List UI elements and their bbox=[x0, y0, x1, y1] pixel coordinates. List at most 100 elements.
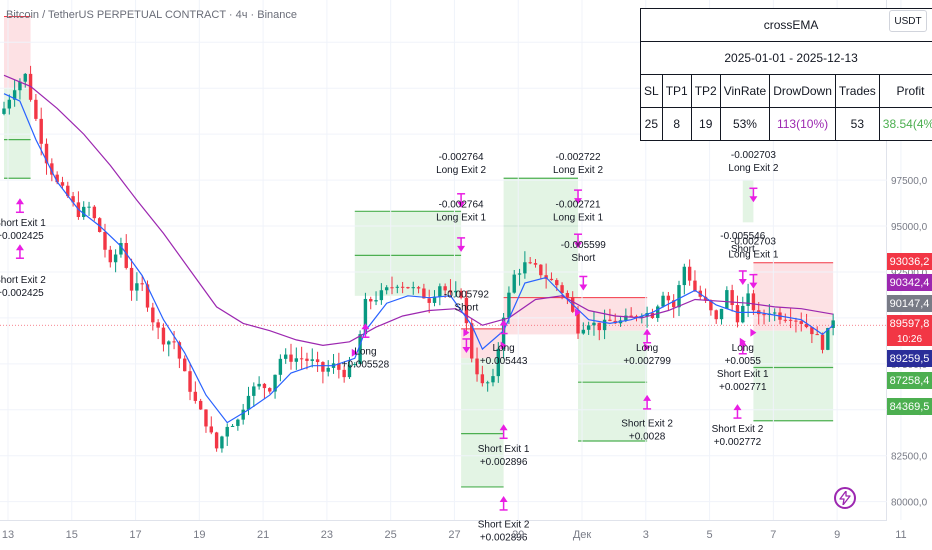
candle-body bbox=[390, 287, 394, 289]
candle-body bbox=[597, 322, 601, 331]
take-profit-zone bbox=[354, 211, 462, 296]
candle-body bbox=[183, 358, 187, 372]
candle-body bbox=[512, 274, 516, 293]
trade-marker: -0.005599 Short bbox=[561, 240, 606, 291]
strategy-period: 2025-01-01 - 2025-12-13 bbox=[639, 41, 932, 75]
entry-exit-ticks bbox=[351, 308, 757, 357]
candle-body bbox=[310, 359, 314, 361]
candle-body bbox=[804, 323, 809, 328]
candle-body bbox=[252, 386, 256, 396]
trade-marker: Long +0.0055 Short Exit 1 +0.002771 bbox=[717, 339, 769, 393]
trade-marker: Long +0.005443 bbox=[480, 319, 528, 367]
candle-body bbox=[475, 358, 479, 375]
candle-body bbox=[687, 266, 692, 281]
candle-body bbox=[746, 293, 750, 306]
candle-body bbox=[337, 363, 341, 370]
candle-body bbox=[353, 364, 357, 366]
trade-arrow-down-head bbox=[749, 282, 758, 289]
candle-body bbox=[523, 262, 527, 274]
stop-loss-zone bbox=[503, 297, 579, 335]
time-tick-label: 13 bbox=[2, 529, 14, 541]
candle-body bbox=[666, 295, 671, 301]
candle-body bbox=[145, 284, 150, 308]
candle-body bbox=[124, 242, 128, 268]
candle-body bbox=[443, 286, 447, 291]
time-axis[interactable]: 131517192123252729Дек357911131517 bbox=[2, 529, 932, 541]
trade-label: Short Exit 1 bbox=[717, 369, 769, 380]
trade-marker: Long +0.005528 bbox=[342, 323, 390, 371]
trade-label: +0.0055 bbox=[725, 356, 762, 367]
time-tick-label: 27 bbox=[448, 529, 460, 541]
candle-body bbox=[326, 367, 330, 372]
entry-tick-icon bbox=[463, 328, 470, 337]
time-tick-label: 23 bbox=[321, 529, 333, 541]
trade-arrow-up-head bbox=[15, 198, 24, 205]
candle-body bbox=[741, 305, 745, 323]
trade-marker: Short Exit 1 +0.002425 bbox=[0, 198, 46, 242]
candle-body bbox=[772, 312, 777, 314]
candle-body bbox=[629, 315, 633, 317]
price-tick-label: 95000,0 bbox=[891, 222, 928, 233]
alert-bolt-button[interactable] bbox=[834, 487, 856, 509]
candle-body bbox=[703, 296, 708, 301]
trade-arrow-down-head bbox=[574, 198, 583, 205]
trade-label: Short bbox=[571, 253, 595, 264]
candle-body bbox=[257, 383, 261, 387]
trade-label: -0.002703 bbox=[731, 150, 776, 161]
candle-body bbox=[677, 285, 681, 308]
candle-body bbox=[608, 319, 612, 321]
trade-marker: -0.002703 Long Exit 1 bbox=[728, 236, 779, 289]
candle-body bbox=[671, 300, 676, 308]
take-profit-zone bbox=[578, 330, 648, 441]
candle-body bbox=[432, 296, 437, 303]
candle-body bbox=[236, 419, 240, 426]
candle-body bbox=[273, 374, 277, 392]
trade-label: -0.002764 bbox=[439, 152, 484, 163]
currency-button[interactable]: USDT bbox=[889, 10, 927, 32]
trade-arrow-down-head bbox=[749, 196, 758, 203]
candle-body bbox=[55, 174, 59, 183]
candle-body bbox=[363, 298, 368, 335]
stats-value-tp2: 19 bbox=[690, 107, 721, 141]
trade-arrow-up-head bbox=[733, 404, 742, 411]
trade-marker: -0.002721 Long Exit 1 bbox=[553, 200, 603, 249]
trade-label: +0.002896 bbox=[480, 457, 528, 468]
trade-marker: -0.005792 Short bbox=[444, 290, 489, 353]
trade-label: Short bbox=[731, 244, 755, 255]
candle-body bbox=[321, 362, 325, 372]
trade-label: Long bbox=[492, 343, 514, 354]
candle-body bbox=[411, 287, 415, 289]
candle-body bbox=[576, 311, 580, 334]
candle-body bbox=[289, 354, 293, 362]
stats-name-row: crossEMA bbox=[639, 8, 932, 42]
entry-tick-icon bbox=[644, 343, 651, 352]
candle-body bbox=[794, 320, 798, 322]
candle-body bbox=[315, 359, 320, 363]
candle-body bbox=[262, 383, 267, 389]
candle-body bbox=[730, 290, 734, 306]
trade-arrow-down-head bbox=[462, 346, 471, 353]
chart-title[interactable]: Bitcoin / TetherUS PERPETUAL CONTRACT · … bbox=[6, 9, 298, 21]
candle-body bbox=[92, 206, 97, 219]
price-label: 90342,4 bbox=[887, 274, 932, 291]
trade-arrow-down-head bbox=[457, 201, 466, 208]
time-tick-label: 15 bbox=[66, 529, 78, 541]
time-tick-label: 3 bbox=[643, 529, 649, 541]
price-label: 87258,4 bbox=[887, 372, 932, 389]
candle-body bbox=[422, 288, 426, 299]
candle-body bbox=[172, 341, 176, 343]
stats-header-trades: Trades bbox=[834, 74, 880, 108]
stats-header-drowdown: DrowDown bbox=[769, 74, 836, 108]
candle-body bbox=[831, 320, 835, 328]
trade-label: Long Exit 1 bbox=[553, 213, 603, 224]
trade-label: Long bbox=[354, 347, 376, 358]
candle-body bbox=[395, 286, 400, 288]
trade-label: +0.002425 bbox=[0, 288, 44, 299]
stats-header-row: SL TP1 TP2 VinRate DrowDown Trades Profi… bbox=[640, 74, 932, 108]
candle-body bbox=[438, 286, 442, 297]
candle-body bbox=[358, 334, 362, 365]
trade-arrow-up-head bbox=[499, 424, 508, 431]
candle-body bbox=[400, 286, 405, 288]
trade-arrow-up-head bbox=[643, 394, 652, 401]
